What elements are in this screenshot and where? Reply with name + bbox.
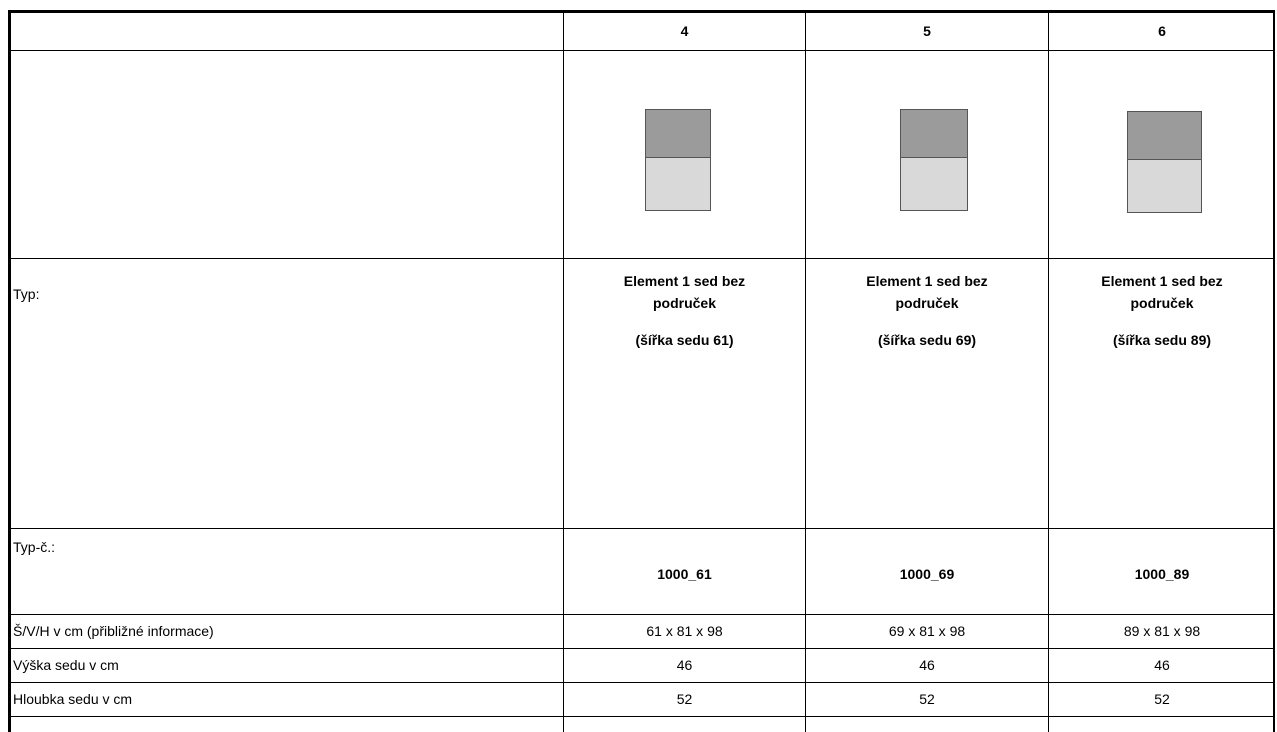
seat-element-icon: [900, 109, 968, 211]
backrest-shape: [1128, 112, 1201, 160]
row-divider: [8, 50, 1275, 51]
typ-line: Element 1 sed bez: [1101, 273, 1223, 289]
table-frame: [8, 10, 1275, 732]
typ-number: 1000_69: [899, 566, 955, 582]
row-divider: [8, 614, 1275, 615]
typ-line: područek: [1130, 295, 1194, 311]
seat-depth-value: 52: [676, 691, 693, 707]
column-divider: [1048, 10, 1049, 732]
backrest-shape: [901, 110, 967, 158]
typ-line: Element 1 sed bez: [866, 273, 988, 289]
typ-cell: Element 1 sed bez područek (šířka sedu 6…: [806, 270, 1048, 351]
typ-note: (šířka sedu 69): [877, 332, 977, 348]
seat-depth-value: 52: [1154, 691, 1170, 707]
seat-height-value: 46: [919, 657, 935, 673]
dims-value: 61 x 81 x 98: [646, 623, 723, 639]
seat-element-icon: [645, 109, 711, 211]
seat-shape: [646, 158, 710, 210]
row-label-seat-depth: Hloubka sedu v cm: [13, 691, 133, 707]
row-label-typ: Typ:: [13, 286, 40, 302]
seat-height-value: 46: [1154, 657, 1170, 673]
typ-cell: Element 1 sed bez područek (šířka sedu 8…: [1049, 270, 1275, 351]
column-header: 4: [680, 23, 689, 39]
dims-value: 69 x 81 x 98: [888, 623, 966, 639]
seat-shape: [1128, 160, 1201, 212]
row-divider: [8, 648, 1275, 649]
seat-height-value: 46: [676, 657, 693, 673]
row-label-typ-no: Typ-č.:: [13, 539, 56, 555]
seat-element-icon: [1127, 111, 1202, 213]
row-label-dims: Š/V/H v cm (přibližné informace): [13, 623, 214, 639]
column-divider: [563, 10, 564, 732]
typ-number: 1000_61: [657, 566, 712, 582]
column-header: 6: [1158, 23, 1166, 39]
row-divider: [8, 682, 1275, 683]
column-header: 5: [923, 23, 931, 39]
typ-cell: Element 1 sed bez područek (šířka sedu 6…: [564, 270, 805, 351]
row-divider: [8, 716, 1275, 717]
seat-shape: [901, 158, 967, 210]
typ-note: (šířka sedu 61): [635, 332, 734, 348]
typ-line: područek: [895, 295, 959, 311]
typ-note: (šířka sedu 89): [1112, 332, 1212, 348]
backrest-shape: [646, 110, 710, 158]
row-label-seat-height: Výška sedu v cm: [13, 657, 119, 673]
seat-depth-value: 52: [919, 691, 935, 707]
typ-line: Element 1 sed bez: [623, 273, 746, 289]
typ-number: 1000_89: [1134, 566, 1190, 582]
row-divider: [8, 258, 1275, 259]
column-divider: [805, 10, 806, 732]
dims-value: 89 x 81 x 98: [1123, 623, 1201, 639]
typ-line: područek: [652, 295, 716, 311]
row-divider: [8, 528, 1275, 529]
